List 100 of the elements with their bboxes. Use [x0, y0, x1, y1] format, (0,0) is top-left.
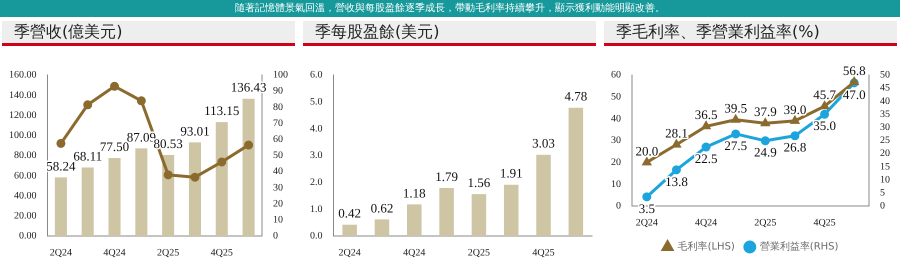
point [190, 172, 200, 182]
point [850, 77, 858, 85]
y-tick-label: 6.0 [310, 70, 322, 81]
y2-tick-label: 80 [273, 102, 283, 113]
y2-tick-label: 60 [273, 134, 283, 146]
point [217, 157, 226, 166]
y2-tick-label: 0 [880, 200, 885, 212]
bar [54, 177, 67, 236]
y-tick-label: 40 [611, 113, 621, 124]
y-tick-label: 100.00 [9, 130, 36, 141]
data-label: 45.7 [813, 87, 836, 102]
data-label: 36.5 [694, 107, 718, 122]
data-label: 1.79 [435, 168, 458, 184]
x-tick-label: 2Q24 [50, 248, 72, 259]
y2-tick-label: 50 [880, 70, 890, 81]
bar [108, 158, 121, 236]
chart-title: 季營收(億美元) [2, 21, 295, 46]
y2-tick-label: 15 [880, 161, 890, 172]
data-label: 4.78 [564, 88, 588, 104]
point [83, 100, 92, 110]
data-label: 35.0 [813, 118, 836, 134]
x-tick-label: 4Q24 [694, 218, 718, 229]
y2-tick-label: 70 [273, 118, 283, 129]
bar [407, 204, 422, 236]
point [642, 158, 651, 166]
data-label: 3.5 [638, 200, 655, 216]
y-tick-label: 60 [611, 70, 621, 81]
y2-tick-label: 25 [880, 135, 890, 146]
data-label: 0.42 [338, 206, 362, 221]
x-tick-label: 4Q25 [210, 248, 233, 259]
x-tick-label: 4Q24 [403, 248, 426, 259]
y2-tick-label: 50 [273, 150, 283, 162]
point [702, 142, 711, 152]
x-tick-label: 4Q24 [103, 248, 126, 259]
chart-title: 季每股盈餘(美元) [303, 21, 596, 46]
y2-tick-label: 30 [273, 182, 283, 194]
point [164, 170, 173, 180]
text: 隨著記憶體景氣回溫，營收與每股盈餘逐季成長，帶動毛利率持續攀升，顯示獲利動能明顯改善。 [0, 0, 900, 17]
y2-tick-label: 5 [880, 188, 885, 199]
y-tick-label: 0.0 [310, 230, 322, 242]
data-label: 13.8 [665, 174, 688, 189]
y2-tick-label: 10 [273, 214, 283, 226]
data-label: 20.0 [635, 143, 658, 158]
bar [568, 108, 584, 236]
point [56, 138, 66, 148]
bar [82, 167, 94, 236]
y-tick-label: 1.0 [310, 204, 322, 215]
point [820, 110, 830, 119]
y2-tick-label: 100 [273, 70, 288, 81]
x-tick-label: 2Q25 [157, 248, 180, 259]
bar [439, 188, 454, 236]
legend-label: 毛利率(LHS) [678, 240, 735, 253]
data-label: 24.9 [754, 144, 777, 160]
chart-title: 季毛利率、季營業利益率(%) [604, 21, 897, 46]
y2-tick-label: 45 [880, 82, 890, 94]
point [136, 96, 146, 106]
data-label: 0.62 [370, 200, 394, 216]
y2-tick-label: 90 [273, 86, 283, 97]
data-label: 1.18 [402, 185, 426, 200]
point [110, 82, 120, 91]
data-label: 3.03 [532, 136, 555, 151]
y2-tick-label: 35 [880, 108, 890, 120]
y-tick-label: 2.0 [310, 176, 322, 188]
y2-tick-label: 30 [880, 122, 890, 134]
y-tick-label: 40.00 [14, 190, 36, 202]
bar [216, 122, 228, 236]
y2-tick-label: 20 [273, 198, 283, 210]
point [642, 192, 652, 202]
y-tick-label: 80.00 [14, 150, 36, 162]
bar [342, 224, 357, 236]
point [790, 116, 800, 124]
y2-tick-label: 20 [880, 148, 890, 160]
data-label: 22.5 [694, 150, 718, 166]
y2-tick-label: 0 [273, 230, 278, 242]
y-tick-label: 5.0 [310, 96, 322, 108]
data-label: 1.91 [500, 166, 523, 181]
y2-tick-label: 40 [273, 166, 283, 178]
y-tick-label: 0 [616, 200, 621, 212]
y-tick-label: 20 [611, 156, 621, 168]
bar [504, 184, 518, 236]
bar [472, 194, 486, 236]
data-label: 39.0 [784, 102, 806, 117]
point [790, 131, 800, 140]
bar [135, 148, 148, 236]
y-tick-label: 50 [611, 91, 621, 102]
bar [242, 98, 255, 236]
x-tick-label: 4Q25 [813, 218, 836, 229]
data-label: 56.8 [842, 62, 866, 78]
y-tick-label: 10 [611, 178, 621, 190]
y-tick-label: 30 [611, 135, 621, 146]
data-label: 28.1 [665, 126, 688, 141]
y-tick-label: 120.00 [9, 110, 36, 121]
data-label: 1.56 [468, 175, 491, 190]
y2-tick-label: 40 [880, 96, 890, 107]
x-tick-label: 2Q25 [468, 248, 490, 259]
data-label: 37.9 [754, 104, 777, 120]
y-tick-label: 140.00 [9, 90, 36, 101]
y-tick-label: 160.00 [9, 70, 36, 81]
data-label: 27.5 [724, 138, 748, 153]
y-tick-label: 60.00 [14, 170, 36, 182]
